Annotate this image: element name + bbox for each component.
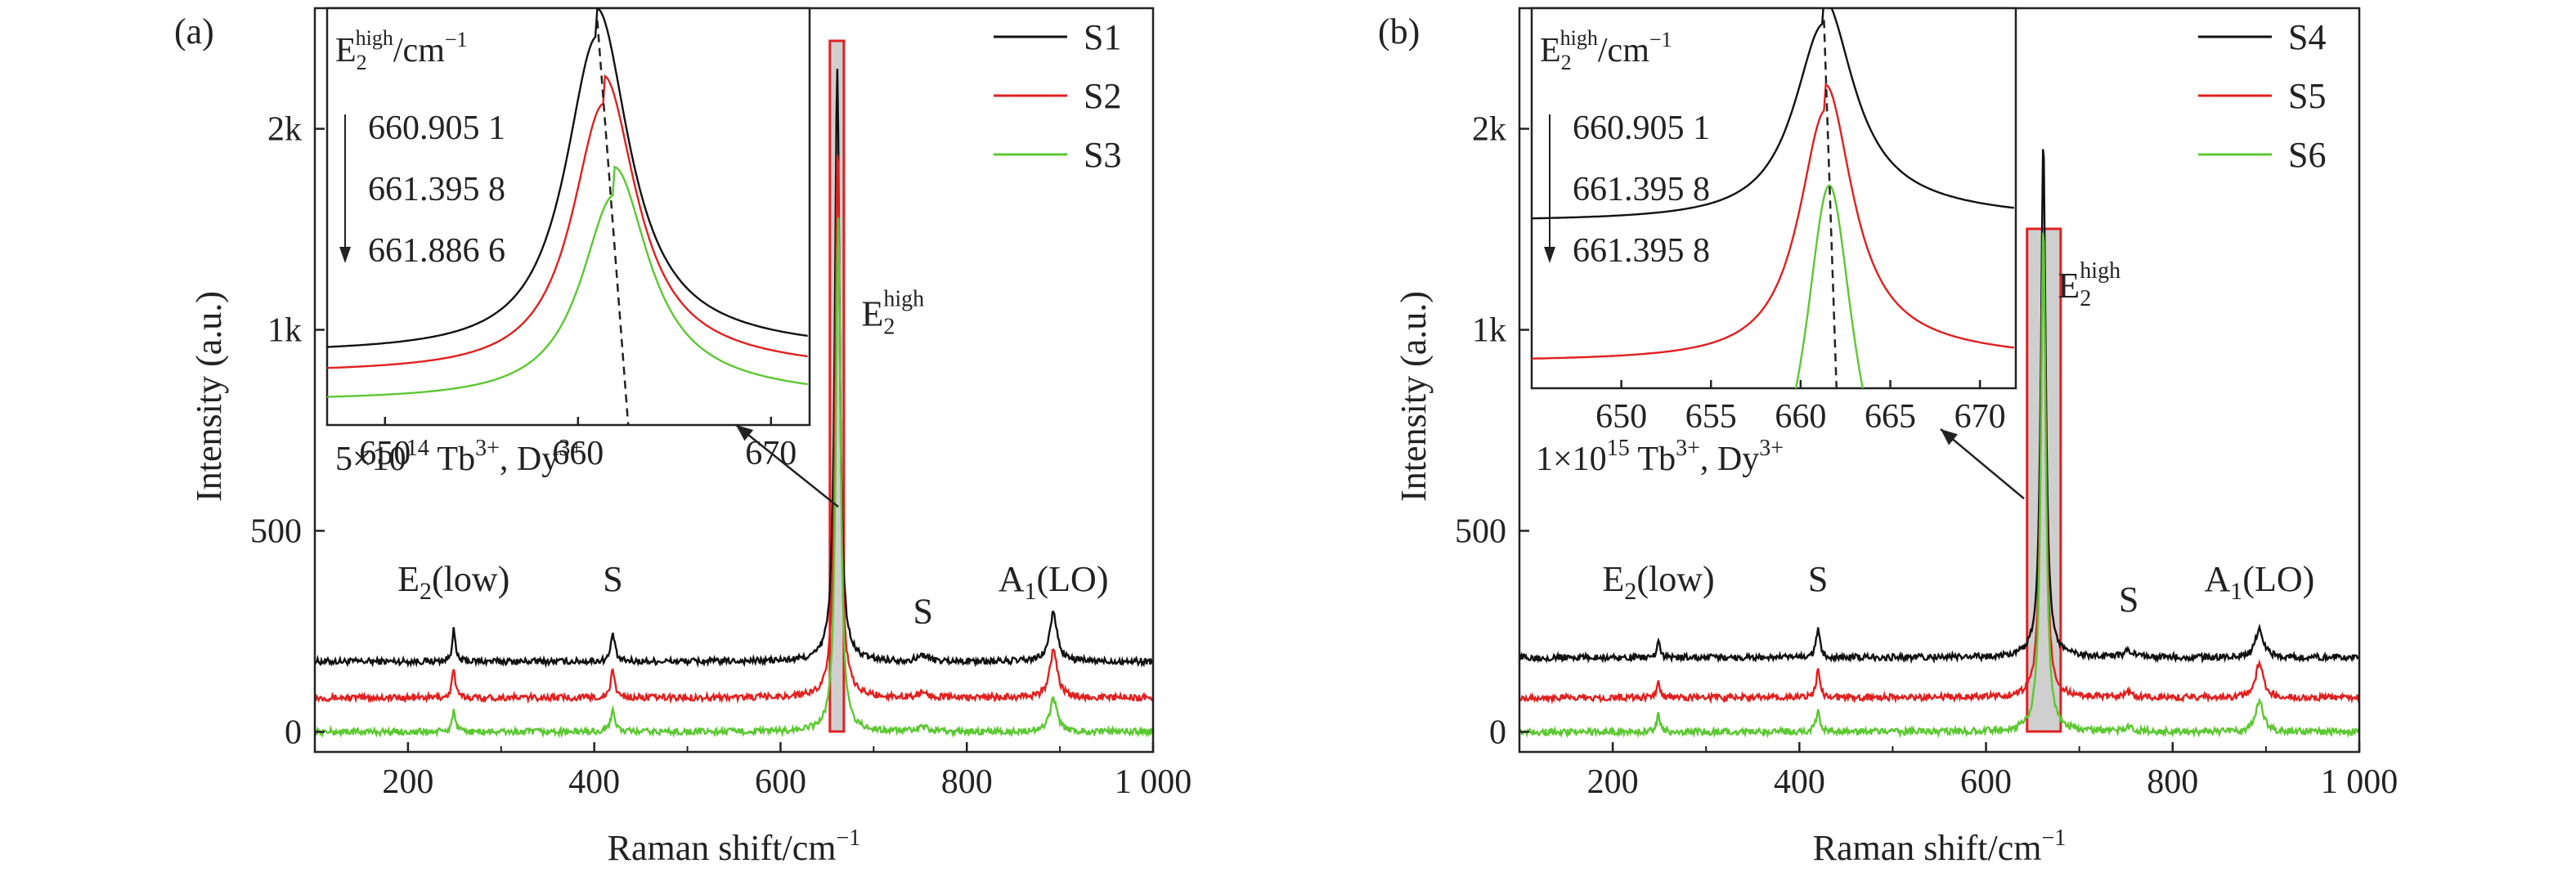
y-axis-label: Intensity (a.u.): [1393, 291, 1434, 502]
inset-title: E2high/cm−1: [1540, 26, 1672, 74]
inset-value: 661.886 6: [368, 232, 505, 270]
x-tick-label: 200: [382, 763, 433, 801]
peak-annotation: S: [1808, 559, 1828, 599]
y-tick-label: 1k: [267, 312, 302, 350]
dose-label: 1×1015 Tb3+, Dy3+: [1536, 436, 1784, 478]
inset-x-tick-label: 650: [1595, 398, 1647, 436]
inset-x-tick-label: 665: [1865, 398, 1916, 436]
series-S6: [1518, 232, 2361, 739]
inset-down-arrow-head: [339, 247, 351, 263]
peak-annotation: E2(low): [1602, 559, 1714, 605]
y-tick-label: 2k: [1472, 111, 1506, 149]
inset-x-tick-label: 650: [359, 435, 411, 472]
x-tick-label: 600: [755, 763, 806, 801]
inset-dash-line: [1823, 20, 1838, 389]
peak-annotation: E2high: [862, 287, 925, 340]
legend-label: S5: [2288, 76, 2326, 116]
inset-arrow-head: [736, 425, 754, 441]
panel-label: (a): [174, 11, 214, 51]
x-tick-label: 600: [1960, 763, 2012, 801]
y-tick-label: 1k: [1472, 312, 1506, 350]
inset-curve: [1532, 8, 2014, 220]
inset-frame: [1530, 7, 2017, 390]
series-S4: [1518, 149, 2361, 664]
y-tick-label: 500: [1455, 512, 1506, 550]
inset-arrow: [1940, 428, 2025, 499]
peak-annotation: S: [913, 592, 932, 632]
legend-label: S4: [2288, 17, 2326, 57]
panel-label: (b): [1378, 11, 1420, 51]
y-axis-label: Intensity (a.u.): [189, 291, 229, 502]
peak-annotation: A1(LO): [2205, 559, 2315, 605]
panel-1: 200 400 600 800 1 000 0 500 1k 2k Raman shift/cm−…: [1378, 7, 2399, 868]
x-tick-label: 800: [941, 763, 993, 801]
y-tick-label: 2k: [267, 111, 302, 149]
inset-down-arrow-head: [1544, 247, 1555, 263]
legend-label: S6: [2288, 135, 2326, 175]
legend-label: S2: [1084, 76, 1121, 116]
x-axis-label: Raman shift/cm−1: [608, 826, 861, 868]
inset-dash-line: [596, 20, 630, 426]
inset-value: 660.905 1: [1573, 110, 1710, 147]
x-tick-label: 1 000: [2321, 763, 2399, 801]
peak-annotation: S: [603, 559, 622, 599]
inset-x-tick-label: 660: [1775, 398, 1826, 436]
inset-x-tick-label: 660: [552, 435, 604, 472]
inset-x-tick-label: 670: [745, 435, 797, 472]
x-axis-label: Raman shift/cm−1: [1813, 826, 2067, 868]
inset-curve: [1532, 83, 2014, 360]
inset-x-tick-label: 655: [1685, 398, 1737, 436]
x-tick-label: 200: [1587, 763, 1639, 801]
inset-frame: [325, 7, 811, 427]
inset: 650 660 670 E2high/cm−1 660.905 1 661.395 8 66…: [325, 7, 811, 472]
x-tick-label: 400: [568, 763, 620, 801]
legend-label: S1: [1084, 17, 1121, 57]
inset-curve: [327, 165, 808, 398]
peak-annotation: E2(low): [397, 559, 509, 605]
x-tick-label: 800: [2147, 763, 2198, 801]
inset-arrow-head: [1941, 429, 1959, 445]
y-tick-label: 0: [285, 714, 302, 751]
y-tick-label: 500: [250, 512, 302, 550]
y-tick-label: 0: [1489, 714, 1506, 751]
inset-value: 661.395 8: [368, 171, 505, 208]
dose-label: 5×1014 Tb3+, Dy3+: [335, 436, 583, 478]
x-tick-label: 1 000: [1115, 763, 1192, 801]
inset-title: E2high/cm−1: [335, 26, 468, 74]
inset-value: 661.395 8: [1573, 171, 1710, 208]
series-S5: [1519, 237, 2361, 705]
series-S3: [313, 217, 1155, 739]
series-S2: [314, 154, 1155, 705]
peak-annotation: S: [2119, 579, 2138, 620]
peak-annotation: E2high: [2058, 258, 2120, 311]
inset: 650 655 660 665 670 E2high/cm−1 660.905 1 661.3…: [1530, 7, 2017, 436]
inset-value: 660.905 1: [368, 110, 505, 147]
series-S1: [313, 69, 1155, 669]
panel-0: 200 400 600 800 1 000 0 500 1k 2k Raman shift/cm−…: [174, 7, 1192, 868]
peak-annotation: A1(LO): [999, 559, 1109, 605]
inset-x-tick-label: 670: [1954, 398, 2006, 436]
inset-value: 661.395 8: [1573, 232, 1710, 270]
legend-label: S3: [1084, 135, 1121, 175]
inset-arrow: [735, 424, 839, 508]
x-tick-label: 400: [1774, 763, 1825, 801]
inset-curve: [327, 74, 808, 369]
inset-curve: [327, 8, 808, 348]
